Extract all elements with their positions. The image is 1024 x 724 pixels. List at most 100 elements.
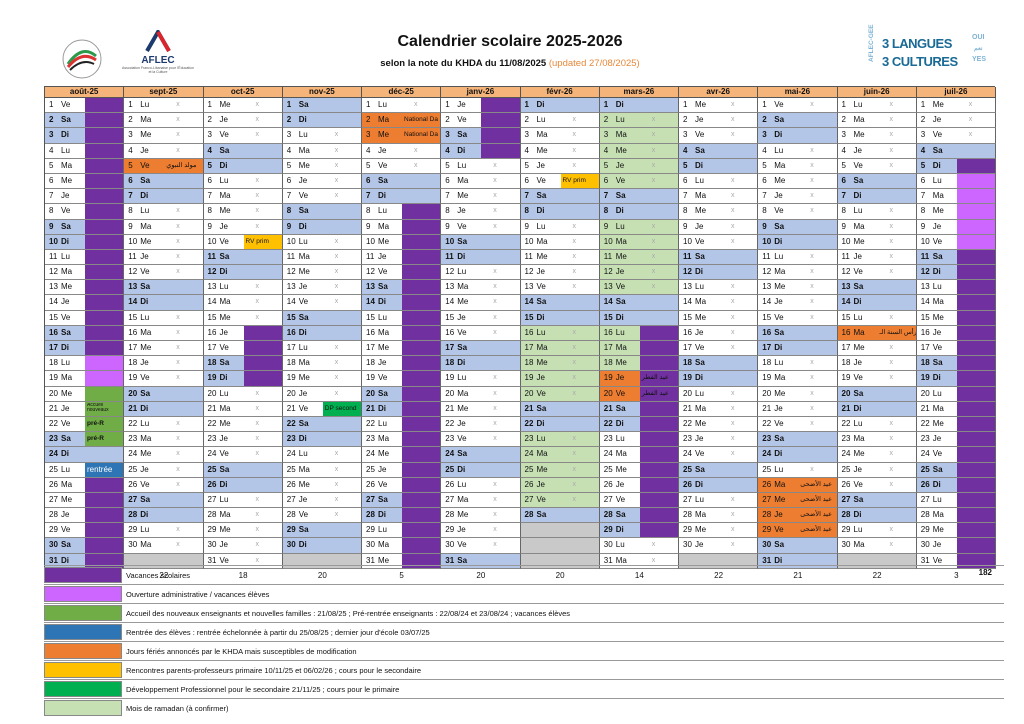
weekday: Je — [932, 327, 942, 337]
legend-text: Ouverture administrative / vacances élèv… — [126, 589, 270, 599]
event-bar — [85, 401, 124, 416]
day-number: 28 — [128, 510, 138, 520]
day-cell: 4 Lu x — [758, 143, 838, 159]
day-number: 4 — [49, 145, 54, 155]
day-cell: 14 Je x — [758, 295, 838, 311]
day-cell: 22 Lu x — [837, 416, 917, 433]
day-cell: 5 Je x — [599, 158, 679, 174]
day-cell: 13 Ma x — [441, 280, 521, 296]
day-note: RV prim — [562, 176, 586, 184]
day-number: 18 — [286, 358, 296, 368]
day-cell: 29 Ve — [45, 523, 125, 539]
weekday: Me — [298, 267, 310, 277]
weekday: Lu — [140, 312, 150, 322]
school-day-mark: x — [334, 268, 339, 276]
weekday: Je — [536, 479, 545, 489]
day-cell: 17 Ve — [916, 341, 996, 357]
day-note: رأس السنة الـ — [879, 328, 917, 336]
day-number: 8 — [49, 206, 54, 216]
school-day-mark: x — [731, 389, 735, 397]
day-number: 23 — [128, 434, 138, 444]
vacation-bar — [85, 113, 124, 128]
vacation-bar — [243, 356, 282, 371]
weekday: Lu — [298, 449, 308, 459]
day-number: 17 — [524, 343, 534, 352]
day-number: 18 — [920, 358, 930, 368]
day-cell: 7 Je — [45, 189, 125, 205]
school-day-mark: x — [414, 146, 418, 154]
school-day-mark: x — [493, 389, 497, 397]
day-number: 25 — [49, 464, 58, 474]
day-number: 16 — [445, 327, 455, 337]
day-cell: 21 Ma — [916, 401, 996, 417]
weekday: Me — [853, 236, 865, 246]
weekday: Ve — [695, 236, 705, 246]
vacation-bar — [481, 143, 520, 158]
day-cell: 15 Ve — [45, 310, 125, 326]
day-cell: 9 Je x — [679, 219, 759, 235]
day-number: 12 — [683, 267, 692, 277]
day-number: 14 — [366, 297, 375, 307]
school-day-mark: x — [334, 359, 339, 367]
day-cell: 6 Me — [45, 173, 125, 190]
day-cell: 22 Ve x — [758, 416, 838, 433]
weekday: Je — [536, 373, 545, 383]
weekday: Lu — [615, 540, 625, 550]
weekday: Sa — [298, 312, 309, 322]
weekday: Di — [615, 206, 624, 216]
day-cell: 6 Lu — [916, 173, 996, 190]
day-cell: 29 Me x — [203, 523, 283, 539]
day-cell: 21 Di — [837, 401, 917, 417]
day-cell: 18 Sa — [679, 356, 759, 372]
day-number: 27 — [445, 494, 455, 504]
day-number: 3 — [366, 130, 371, 140]
day-number: 8 — [286, 206, 292, 216]
weekday: Sa — [695, 464, 705, 474]
day-note: عيد الفطر — [641, 374, 669, 382]
weekday: Me — [695, 100, 707, 109]
weekday: Lu — [774, 145, 784, 155]
vacation-bar — [85, 249, 124, 265]
day-number: 31 — [366, 555, 375, 565]
vacation-bar — [956, 401, 995, 416]
day-cell: 19 Ve — [362, 371, 442, 387]
weekday: Me — [536, 358, 548, 368]
legend-swatch — [44, 662, 122, 678]
school-day-mark: x — [810, 176, 814, 184]
logo-line-2: 3 CULTURES — [882, 54, 958, 69]
school-day-mark: x — [176, 328, 180, 336]
aflec-subtitle: Association Franco-Libanaise pour l'Éduc… — [122, 66, 194, 74]
calendar-row: 19 Ma 19 Ve x 19 Di 19 Me x 19 Ve 19 Lu x 19 Je x 19 Je عيد … — [45, 371, 996, 387]
day-cell: 20 Me — [45, 386, 125, 402]
weekday: Ve — [695, 343, 705, 352]
day-cell: 24 Ve x — [203, 447, 283, 463]
day-cell: 25 Je — [362, 462, 442, 478]
weekday: Sa — [615, 297, 626, 307]
day-cell: 30 Ve x — [441, 538, 521, 554]
school-day-mark: x — [810, 419, 814, 427]
updated-date: (updated 27/08/2025) — [548, 58, 640, 69]
day-number: 1 — [207, 100, 212, 109]
day-cell: 12 Ma — [45, 265, 125, 281]
weekday: Ve — [615, 282, 626, 292]
school-day-mark: x — [889, 419, 894, 427]
day-number: 23 — [524, 434, 534, 444]
weekday: Je — [615, 373, 625, 383]
weekday: Lu — [378, 418, 387, 428]
school-day-mark: x — [968, 116, 973, 124]
legend-item: Accueil des nouveaux enseignants et nouv… — [44, 603, 1004, 622]
weekday: Di — [61, 555, 69, 565]
school-day-mark: x — [334, 176, 339, 184]
day-number: 18 — [683, 358, 692, 368]
day-cell: 10 Di — [45, 234, 125, 250]
day-cell: 30 Je x — [203, 538, 283, 554]
day-number: 29 — [683, 525, 692, 535]
weekday: Sa — [615, 191, 626, 201]
day-cell: 10 Ve RV prim — [203, 234, 283, 250]
school-day-mark: x — [334, 298, 339, 306]
day-cell: 28 Me x — [441, 508, 521, 524]
weekday: Je — [140, 358, 149, 368]
day-cell: 8 Sa — [282, 204, 362, 220]
day-cell: 1 Ve x — [758, 98, 838, 114]
weekday: Je — [932, 540, 942, 550]
